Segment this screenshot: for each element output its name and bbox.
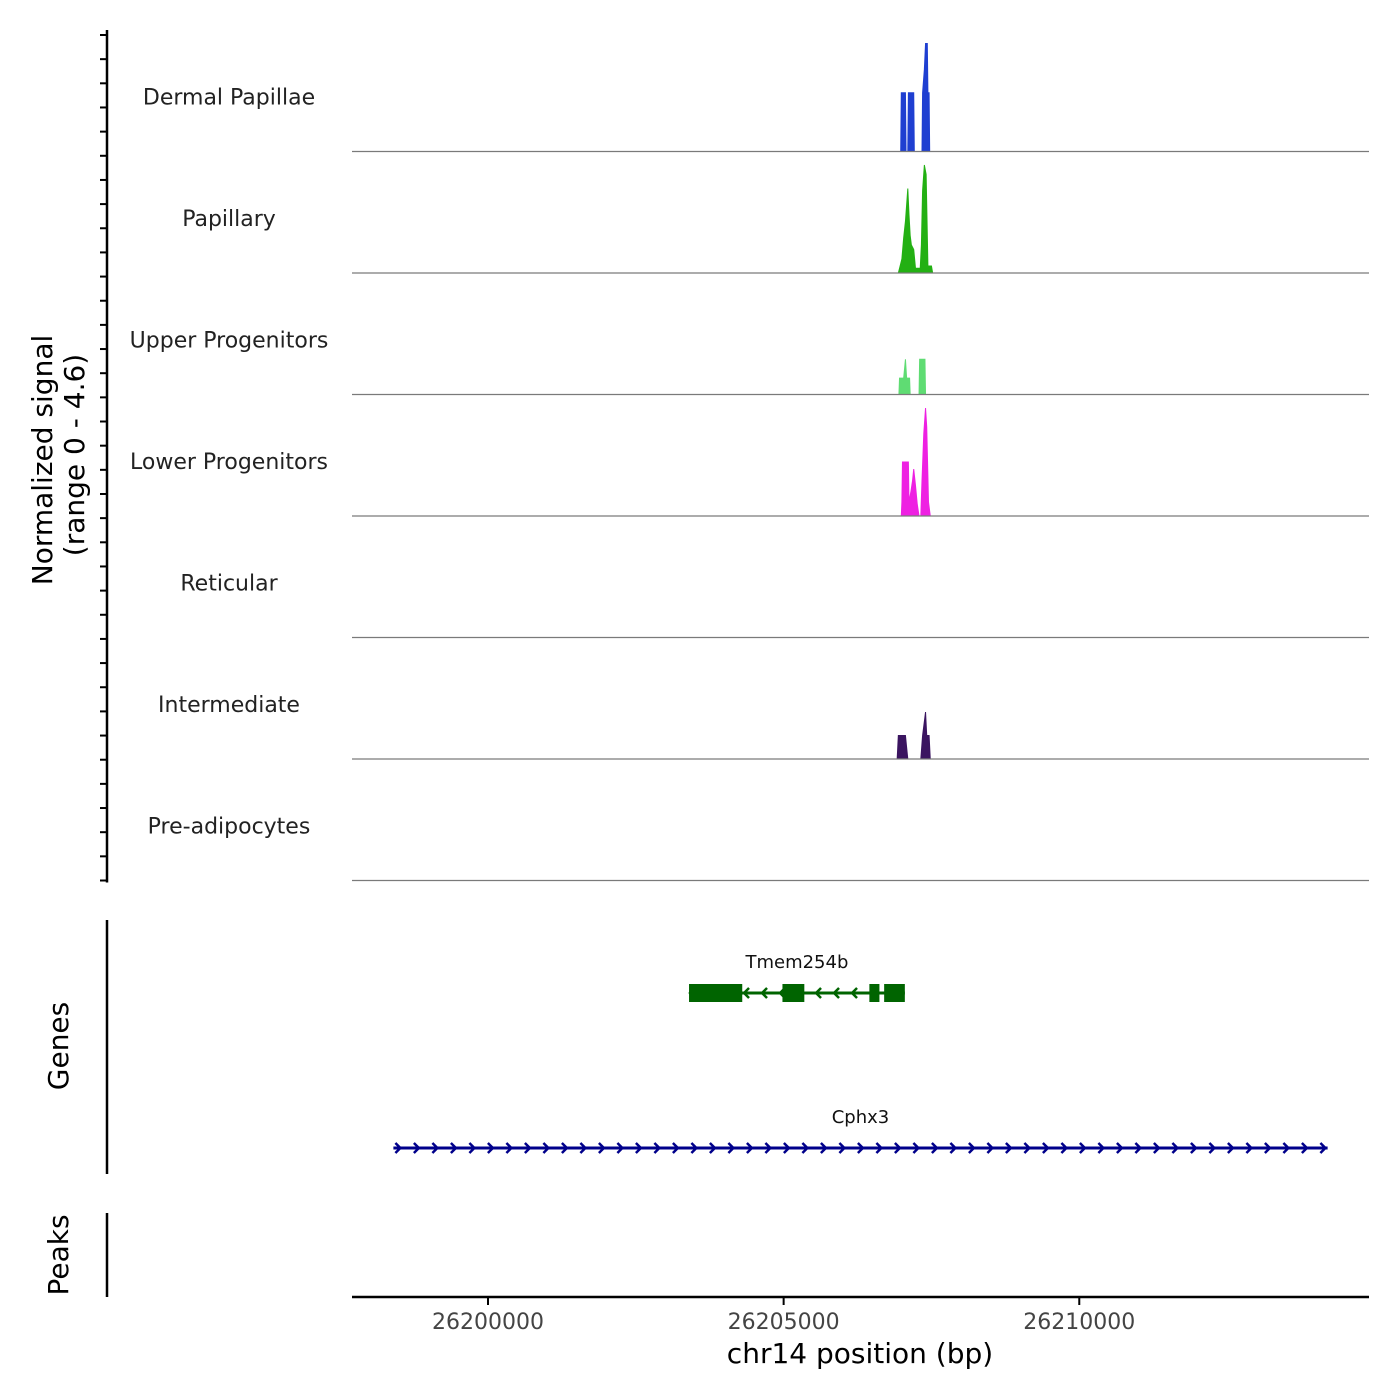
strand-chevron (487, 1142, 495, 1154)
strand-chevron (742, 987, 750, 999)
strand-chevron (912, 1142, 921, 1154)
x-tick-label: 26205000 (728, 1310, 840, 1335)
x-axis-title: chr14 position (bp) (727, 1337, 993, 1370)
track-dermal-papillae: Dermal Papillae (143, 43, 1369, 153)
strand-chevron (1319, 1142, 1328, 1154)
peaks-axis-title: Peaks (42, 1214, 75, 1295)
strand-chevron (764, 1142, 773, 1154)
strand-chevron (672, 1142, 680, 1154)
strand-chevron (598, 1142, 606, 1154)
strand-chevron (783, 1142, 791, 1154)
strand-chevron (850, 987, 858, 999)
y-axis-title: Normalized signal (26, 335, 59, 586)
strand-chevron (820, 1142, 828, 1154)
gene-cphx3: Cphx3 (393, 1107, 1328, 1154)
strand-chevron (746, 1142, 754, 1154)
strand-chevron (838, 1142, 847, 1154)
gene-label: Tmem254b (744, 952, 848, 973)
strand-chevron (1227, 1142, 1235, 1154)
strand-chevron (542, 1142, 551, 1154)
coverage-tracks: Dermal Papillae Papillary Upper Progenitor… (130, 43, 1369, 882)
gene-annotations: Tmem254b Cphx3 (393, 952, 1328, 1154)
track-pre-adipocytes: Pre-adipocytes (148, 815, 1369, 882)
strand-chevron (894, 1142, 902, 1154)
x-tick-label: 26210000 (1023, 1310, 1135, 1335)
strand-chevron (413, 1142, 421, 1154)
track-label: Lower Progenitors (130, 450, 328, 475)
track-label: Upper Progenitors (130, 329, 329, 354)
strand-chevron (524, 1142, 532, 1154)
strand-chevron (968, 1142, 976, 1154)
strand-chevron (931, 1142, 939, 1154)
strand-chevron (949, 1142, 958, 1154)
strand-chevron (1301, 1142, 1309, 1154)
strand-chevron (814, 987, 822, 999)
gene-label: Cphx3 (832, 1107, 890, 1128)
strand-chevron (709, 1142, 717, 1154)
exon (782, 984, 805, 1002)
track-papillary: Papillary (182, 164, 1369, 274)
strand-chevron (561, 1142, 569, 1154)
x-tick-label: 26200000 (432, 1310, 544, 1335)
strand-chevron (616, 1142, 625, 1154)
strand-chevron (1097, 1142, 1106, 1154)
track-reticular: Reticular (180, 572, 1369, 639)
strand-chevron (1282, 1142, 1291, 1154)
strand-chevron (875, 1142, 884, 1154)
strand-chevron (1264, 1142, 1272, 1154)
strand-chevron (1190, 1142, 1198, 1154)
strand-chevron (579, 1142, 588, 1154)
strand-chevron (1042, 1142, 1050, 1154)
strand-chevron (431, 1142, 440, 1154)
genes-axis-title: Genes (42, 1002, 75, 1090)
strand-chevron (801, 1142, 810, 1154)
track-upper-progenitors: Upper Progenitors (130, 329, 1369, 396)
strand-chevron (986, 1142, 995, 1154)
coverage-area (896, 711, 931, 760)
gene-tmem254b: Tmem254b (688, 952, 905, 1002)
strand-chevron (1005, 1142, 1013, 1154)
strand-chevron (760, 987, 768, 999)
strand-chevron (690, 1142, 699, 1154)
coverage-area (900, 407, 931, 517)
strand-chevron (1023, 1142, 1032, 1154)
strand-chevron (1171, 1142, 1180, 1154)
strand-chevron (832, 987, 840, 999)
strand-chevron (1245, 1142, 1254, 1154)
coverage-area (900, 43, 931, 152)
strand-chevron (505, 1142, 514, 1154)
strand-chevron (1153, 1142, 1161, 1154)
exon (689, 984, 743, 1002)
track-lower-progenitors: Lower Progenitors (130, 407, 1369, 517)
strand-chevron (1060, 1142, 1069, 1154)
strand-chevron (394, 1142, 403, 1154)
x-axis-ticks: 26200000 26205000 26210000 (432, 1297, 1135, 1335)
strand-chevron (653, 1142, 662, 1154)
track-label: Intermediate (158, 693, 300, 718)
track-label: Pre-adipocytes (148, 815, 311, 840)
strand-chevron (450, 1142, 458, 1154)
signal-axis (100, 30, 109, 883)
coverage-area (897, 164, 934, 274)
strand-chevron (635, 1142, 643, 1154)
strand-chevron (1116, 1142, 1124, 1154)
track-label: Reticular (180, 572, 278, 597)
track-label: Dermal Papillae (143, 86, 315, 111)
track-intermediate: Intermediate (158, 693, 1369, 760)
coverage-area (898, 358, 927, 395)
strand-chevron (1208, 1142, 1217, 1154)
strand-chevron (857, 1142, 865, 1154)
exon (869, 984, 880, 1002)
strand-chevron (1079, 1142, 1087, 1154)
strand-chevron (468, 1142, 477, 1154)
exon (884, 984, 905, 1002)
y-axis-range: (range 0 - 4.6) (58, 354, 91, 556)
strand-chevron (1134, 1142, 1143, 1154)
track-label: Papillary (182, 207, 276, 232)
strand-chevron (727, 1142, 736, 1154)
